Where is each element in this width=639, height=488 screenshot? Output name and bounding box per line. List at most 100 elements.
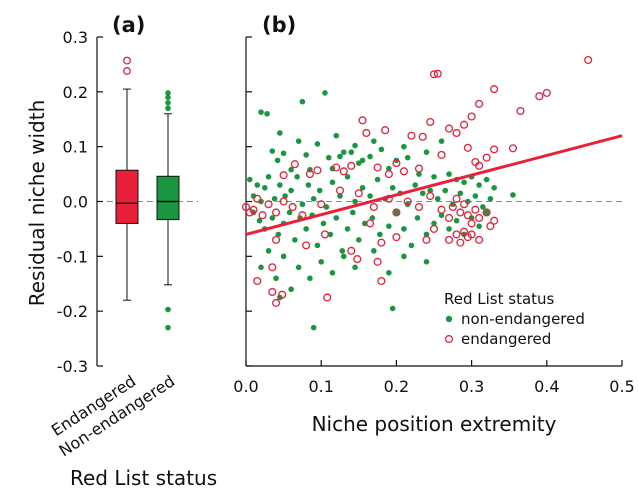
point-non-endangered (487, 195, 494, 202)
outlier-non-endangered (165, 105, 171, 112)
point-endangered (272, 298, 281, 307)
x-tick-label: 0.2 (384, 377, 409, 396)
point-endangered (272, 208, 281, 217)
point-non-endangered (431, 220, 437, 227)
point-non-endangered (280, 253, 287, 260)
point-non-endangered (401, 226, 407, 232)
point-non-endangered (320, 220, 327, 227)
panel-a: 0.30.20.10.0-0.1-0.2-0.3 Endangered Non-… (48, 28, 217, 488)
panel-a-label: (a) (112, 13, 145, 37)
point-non-endangered (295, 138, 302, 144)
point-non-endangered (386, 165, 392, 172)
point-endangered (335, 186, 345, 195)
point-non-endangered (307, 275, 313, 282)
point-endangered (467, 219, 476, 228)
point-endangered (241, 202, 251, 212)
point-non-endangered (256, 217, 263, 224)
point-non-endangered (423, 149, 430, 155)
point-endangered (516, 106, 525, 116)
point-endangered (426, 117, 435, 127)
point-endangered (323, 293, 332, 302)
point-endangered (452, 194, 461, 203)
point-endangered (508, 144, 518, 153)
point-endangered (302, 241, 311, 250)
point-non-endangered (389, 184, 396, 191)
y-tick-label: 0.2 (63, 83, 88, 102)
y-tick-label: 0.0 (63, 193, 88, 212)
point-endangered (279, 197, 288, 206)
point-endangered (463, 143, 472, 152)
point-endangered (317, 200, 326, 209)
point-non-endangered (510, 192, 516, 198)
point-non-endangered (329, 179, 336, 186)
point-non-endangered (269, 215, 276, 221)
point-non-endangered (446, 226, 452, 232)
point-non-endangered (262, 184, 268, 191)
point-non-endangered (265, 248, 272, 254)
point-non-endangered (461, 231, 467, 238)
point-non-endangered (246, 176, 253, 183)
point-endangered (313, 166, 322, 175)
point-endangered (490, 145, 499, 154)
point-non-endangered (280, 150, 287, 157)
point-endangered (452, 128, 461, 138)
point-non-endangered (254, 182, 261, 188)
point-non-endangered (367, 153, 373, 160)
point-endangered (278, 290, 287, 299)
point-endangered (392, 159, 401, 168)
point-non-endangered (476, 182, 482, 188)
point-non-endangered (356, 237, 362, 243)
point-endangered (253, 194, 262, 203)
point-non-endangered (438, 138, 445, 144)
point-non-endangered (359, 184, 366, 191)
point-endangered (279, 171, 288, 180)
point-non-endangered (316, 187, 323, 194)
scatter-points (241, 55, 593, 331)
point-endangered (339, 167, 348, 176)
point-non-endangered (288, 166, 294, 173)
legend-label-non-endangered: non-endangered (461, 310, 585, 328)
point-endangered (373, 257, 382, 266)
panel-b: 0.0 0.1 0.2 0.3 0.4 0.5 Niche position extrem… (233, 36, 635, 436)
point-endangered (456, 238, 465, 247)
point-non-endangered (423, 231, 430, 238)
point-non-endangered (446, 171, 452, 177)
point-endangered (354, 189, 363, 198)
point-non-endangered (352, 264, 358, 271)
point-non-endangered (393, 157, 400, 164)
point-non-endangered (310, 324, 317, 331)
point-endangered (482, 153, 491, 162)
point-non-endangered (401, 143, 407, 150)
point-non-endangered (374, 176, 381, 183)
point-non-endangered (258, 264, 264, 271)
point-endangered (358, 116, 367, 125)
point-non-endangered (322, 90, 328, 96)
x-ticks: 0.0 0.1 0.2 0.3 0.4 0.5 (233, 360, 635, 396)
outlier-non-endangered (165, 100, 171, 106)
point-non-endangered (340, 253, 347, 260)
point-non-endangered (323, 204, 330, 210)
point-endangered (253, 276, 262, 286)
point-endangered (249, 205, 258, 214)
x-tick-label: 0.1 (308, 377, 333, 396)
point-non-endangered (465, 198, 471, 205)
point-non-endangered (434, 195, 441, 202)
point-endangered (418, 132, 427, 141)
point-non-endangered (327, 231, 334, 238)
point-endangered (486, 222, 495, 231)
point-endangered (437, 150, 446, 159)
point-endangered (535, 92, 544, 101)
box-plots (115, 56, 180, 331)
point-non-endangered (282, 193, 288, 199)
point-endangered (467, 230, 476, 239)
point-non-endangered (339, 248, 346, 254)
legend-title: Red List status (444, 290, 555, 308)
point-endangered (475, 235, 484, 244)
point-non-endangered (258, 198, 264, 205)
point-endangered (456, 208, 465, 217)
point-non-endangered (333, 215, 340, 221)
point-endangered (264, 200, 273, 209)
point-non-endangered (480, 204, 486, 210)
point-non-endangered (419, 190, 426, 197)
x-tick-label: 0.4 (534, 377, 559, 396)
